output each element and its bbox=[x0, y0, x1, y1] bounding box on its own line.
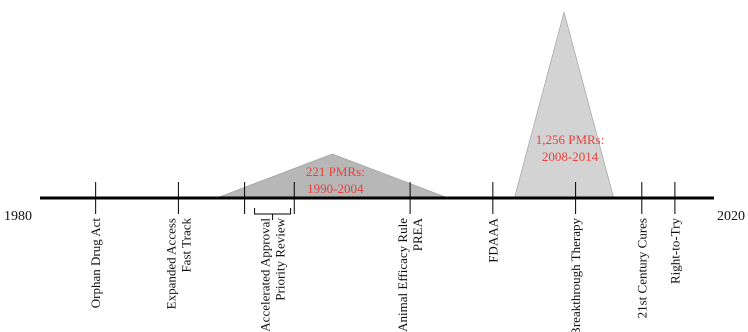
right-to-try-label: Right-to-Try bbox=[667, 218, 682, 284]
accelerated-approval-priority-review-label: Accelerated Approval bbox=[258, 218, 273, 332]
accelerated-approval-priority-review-bracket bbox=[254, 208, 292, 215]
pmr-1990-2004-label-line: 221 PMRs: bbox=[306, 164, 365, 179]
21st-century-cures-label: 21st Century Cures bbox=[634, 218, 649, 318]
animal-efficacy-rule-prea-label: PREA bbox=[410, 217, 425, 251]
expanded-access-fast-track-label: Expanded Access bbox=[163, 218, 178, 309]
fdaaa-label: FDAAA bbox=[485, 217, 500, 262]
pmr-2008-2014-triangle bbox=[514, 10, 615, 199]
pmr-shapes-layer: 221 PMRs: 1990-2004 1,256 PMRs: 2008-2014 bbox=[216, 10, 615, 199]
pmr-2008-2014-label: 1,256 PMRs: 2008-2014 bbox=[536, 132, 605, 164]
start-year-label: 1980 bbox=[4, 209, 32, 224]
timeline-axis-layer: 1980 2020 bbox=[4, 182, 745, 224]
accelerated-approval-priority-review-label: Priority Review bbox=[273, 217, 288, 300]
pmr-2008-2014-label-line: 1,256 PMRs: bbox=[536, 132, 605, 147]
orphan-drug-act-label: Orphan Drug Act bbox=[88, 218, 103, 309]
animal-efficacy-rule-prea-label: Animal Efficacy Rule bbox=[395, 218, 410, 332]
breakthrough-therapy-label: Breakthrough Therapy bbox=[568, 218, 583, 332]
expanded-access-fast-track-label: Fast Track bbox=[178, 218, 193, 273]
event-labels-layer: Orphan Drug Act Expanded Access Fast Track… bbox=[88, 217, 682, 332]
pmr-1990-2004-label: 221 PMRs: 1990-2004 bbox=[306, 164, 365, 196]
pmr-1990-2004-label-line: 1990-2004 bbox=[307, 181, 364, 196]
pmr-2008-2014-label-line: 2008-2014 bbox=[542, 149, 599, 164]
end-year-label: 2020 bbox=[717, 209, 745, 224]
